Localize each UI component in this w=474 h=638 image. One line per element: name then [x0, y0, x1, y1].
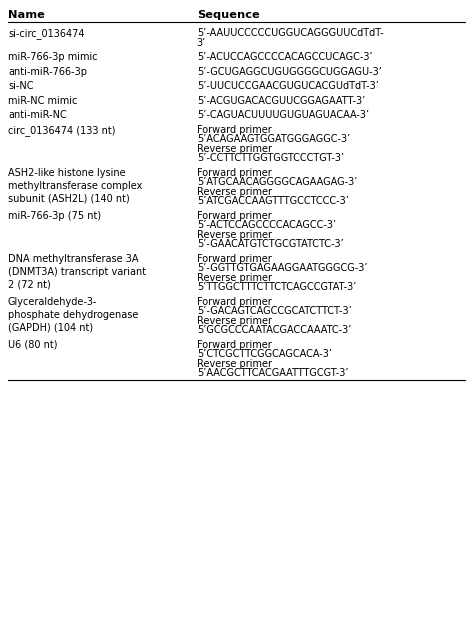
- Text: Name: Name: [8, 10, 45, 20]
- Text: 5’-UUCUCCGAACGUGUCACGUdTdT-3’: 5’-UUCUCCGAACGUGUCACGUdTdT-3’: [197, 81, 379, 91]
- Text: Reverse primer: Reverse primer: [197, 230, 272, 240]
- Text: 5’-GGTTGTGAGAAGGAATGGGCG-3’: 5’-GGTTGTGAGAAGGAATGGGCG-3’: [197, 263, 367, 273]
- Text: U6 (80 nt): U6 (80 nt): [8, 340, 57, 350]
- Text: Reverse primer: Reverse primer: [197, 273, 272, 283]
- Text: anti-miR-766-3p: anti-miR-766-3p: [8, 67, 87, 77]
- Text: Forward primer: Forward primer: [197, 211, 272, 221]
- Text: si-NC: si-NC: [8, 81, 34, 91]
- Text: Forward primer: Forward primer: [197, 168, 272, 178]
- Text: miR-NC mimic: miR-NC mimic: [8, 96, 77, 106]
- Text: si-circ_0136474: si-circ_0136474: [8, 28, 84, 39]
- Text: 5’-AAUUCCCCCUGGUCAGGGUUCdTdT-: 5’-AAUUCCCCCUGGUCAGGGUUCdTdT-: [197, 28, 383, 38]
- Text: 3’: 3’: [197, 38, 206, 48]
- Text: Reverse primer: Reverse primer: [197, 187, 272, 197]
- Text: 5’-CAGUACUUUUGUGUAGUACAA-3’: 5’-CAGUACUUUUGUGUAGUACAA-3’: [197, 110, 369, 121]
- Text: 5’-ACUCCAGCCCCACAGCCUCAGC-3’: 5’-ACUCCAGCCCCACAGCCUCAGC-3’: [197, 52, 373, 63]
- Text: Forward primer: Forward primer: [197, 297, 272, 307]
- Text: 5’ATCGACCAAGTTTGCCTCCC-3’: 5’ATCGACCAAGTTTGCCTCCC-3’: [197, 197, 348, 206]
- Text: Forward primer: Forward primer: [197, 340, 272, 350]
- Text: 5’-CCTTCTTGGTGGTCCCTGT-3’: 5’-CCTTCTTGGTGGTCCCTGT-3’: [197, 153, 344, 163]
- Text: Forward primer: Forward primer: [197, 254, 272, 263]
- Text: 5’ACAGAAGTGGATGGGAGGC-3’: 5’ACAGAAGTGGATGGGAGGC-3’: [197, 135, 350, 144]
- Text: Reverse primer: Reverse primer: [197, 144, 272, 154]
- Text: 5’TTGGCTTTCTTCTCAGCCGTAT-3’: 5’TTGGCTTTCTTCTCAGCCGTAT-3’: [197, 282, 356, 292]
- Text: Forward primer: Forward primer: [197, 125, 272, 135]
- Text: circ_0136474 (133 nt): circ_0136474 (133 nt): [8, 125, 116, 136]
- Text: anti-miR-NC: anti-miR-NC: [8, 110, 67, 121]
- Text: 5’-GAACATGTCTGCGTATCTC-3’: 5’-GAACATGTCTGCGTATCTC-3’: [197, 239, 344, 249]
- Text: 5’GCGCCCAATACGACCAAATC-3’: 5’GCGCCCAATACGACCAAATC-3’: [197, 325, 351, 336]
- Text: Reverse primer: Reverse primer: [197, 316, 272, 326]
- Text: 5’-GACAGTCAGCCGCATCTTCT-3’: 5’-GACAGTCAGCCGCATCTTCT-3’: [197, 306, 351, 316]
- Text: 5’-ACGUGACACGUUCGGAGAATT-3’: 5’-ACGUGACACGUUCGGAGAATT-3’: [197, 96, 365, 106]
- Text: 5’AACGCTTCACGAATTTGCGT-3’: 5’AACGCTTCACGAATTTGCGT-3’: [197, 368, 348, 378]
- Text: 5’-ACTCCAGCCCCACAGCC-3’: 5’-ACTCCAGCCCCACAGCC-3’: [197, 220, 336, 230]
- Text: Glyceraldehyde-3-
phosphate dehydrogenase
(GAPDH) (104 nt): Glyceraldehyde-3- phosphate dehydrogenas…: [8, 297, 138, 332]
- Text: miR-766-3p (75 nt): miR-766-3p (75 nt): [8, 211, 101, 221]
- Text: ASH2-like histone lysine
methyltransferase complex
subunit (ASH2L) (140 nt): ASH2-like histone lysine methyltransfera…: [8, 168, 142, 204]
- Text: miR-766-3p mimic: miR-766-3p mimic: [8, 52, 98, 63]
- Text: Sequence: Sequence: [197, 10, 259, 20]
- Text: Reverse primer: Reverse primer: [197, 359, 272, 369]
- Text: 5’-GCUGAGGCUGUGGGGCUGGAGU-3’: 5’-GCUGAGGCUGUGGGGCUGGAGU-3’: [197, 67, 382, 77]
- Text: 5’CTCGCTTCGGCAGCACA-3’: 5’CTCGCTTCGGCAGCACA-3’: [197, 349, 332, 359]
- Text: DNA methyltransferase 3A
(DNMT3A) transcript variant
2 (72 nt): DNA methyltransferase 3A (DNMT3A) transc…: [8, 254, 146, 290]
- Text: 5’ATGCAACAGGGGCAGAAGAG-3’: 5’ATGCAACAGGGGCAGAAGAG-3’: [197, 177, 357, 188]
